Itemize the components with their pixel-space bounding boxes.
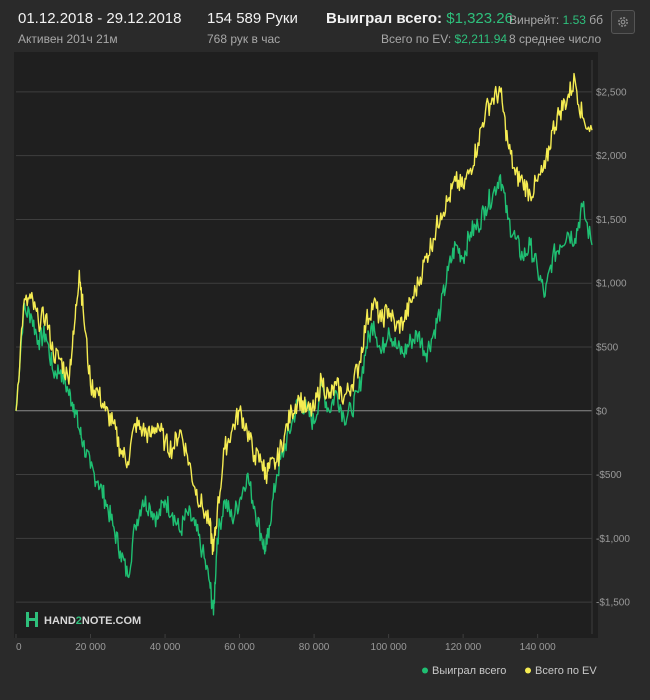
active-time: Активен 201ч 21м: [18, 32, 118, 46]
winrate-unit: бб: [589, 13, 604, 27]
x-tick-label: 0: [16, 642, 22, 653]
won-total-series-line: [15, 174, 593, 616]
legend-item[interactable]: Выиграл всего: [422, 665, 506, 677]
logo-mark-bar: [29, 618, 35, 621]
y-tick-label: $2,500: [596, 87, 627, 98]
logo-text: HAND2NOTE.COM: [44, 615, 141, 627]
winrate: Винрейт: 1.53 бб: [509, 13, 603, 27]
won-total: Выиграл всего: $1,323.26: [326, 10, 513, 27]
plot-area: [14, 52, 598, 638]
y-tick-label: -$1,000: [596, 534, 630, 545]
legend-marker: [525, 667, 531, 674]
y-tick-label: $1,000: [596, 279, 627, 290]
ev-total-value: $2,211.94: [454, 32, 508, 46]
x-tick-label: 60 000: [224, 642, 255, 653]
legend-marker: [422, 667, 428, 674]
y-tick-label: $500: [596, 343, 619, 354]
logo-mark-right: [35, 612, 38, 627]
winnings-chart: $2,500 $2,000 $1,500 $1,000 $500 $0 -$500 -$1,0…: [14, 52, 630, 677]
ev-total: Всего по EV: $2,211.94: [381, 32, 507, 46]
x-tick-label: 40 000: [150, 642, 181, 653]
x-tick-label: 120 000: [445, 642, 482, 653]
ev-total-label: Всего по EV:: [381, 32, 452, 46]
legend-label: Выиграл всего: [432, 665, 506, 677]
logo-mid: 2: [76, 615, 82, 627]
y-tick-label: $2,000: [596, 151, 627, 162]
stats-header: 01.12.2018 - 29.12.2018 Активен 201ч 21м…: [0, 0, 650, 52]
x-tick-label: 20 000: [75, 642, 106, 653]
x-tick-label: 100 000: [371, 642, 408, 653]
logo-mark-left: [26, 612, 29, 627]
hands-per-hour: 768 рук в час: [207, 32, 281, 46]
legend-item[interactable]: Всего по EV: [525, 665, 597, 677]
hand2note-logo-icon: HAND2NOTE.COM: [26, 612, 141, 627]
y-tick-label: $1,500: [596, 215, 627, 226]
settings-button[interactable]: [611, 10, 635, 34]
date-range[interactable]: 01.12.2018 - 29.12.2018: [18, 10, 182, 27]
winrate-sub: 8 среднее число: [509, 32, 602, 46]
winrate-value: 1.53: [562, 13, 586, 27]
y-tick-label: -$500: [596, 470, 622, 481]
logo-suffix: NOTE.COM: [82, 615, 141, 627]
x-tick-label: 140 000: [520, 642, 557, 653]
y-tick-label: $0: [596, 406, 608, 417]
gear-icon: [618, 17, 628, 27]
y-tick-label: -$1,500: [596, 598, 630, 609]
hands-count: 154 589 Руки: [207, 10, 298, 27]
logo-prefix: HAND: [44, 615, 76, 627]
legend-label: Всего по EV: [535, 665, 597, 677]
ev-total-series-line: [15, 72, 593, 555]
x-tick-label: 80 000: [299, 642, 330, 653]
won-total-label: Выиграл всего:: [326, 10, 443, 27]
winrate-label: Винрейт:: [509, 13, 560, 27]
won-total-value: $1,323.26: [446, 10, 513, 27]
